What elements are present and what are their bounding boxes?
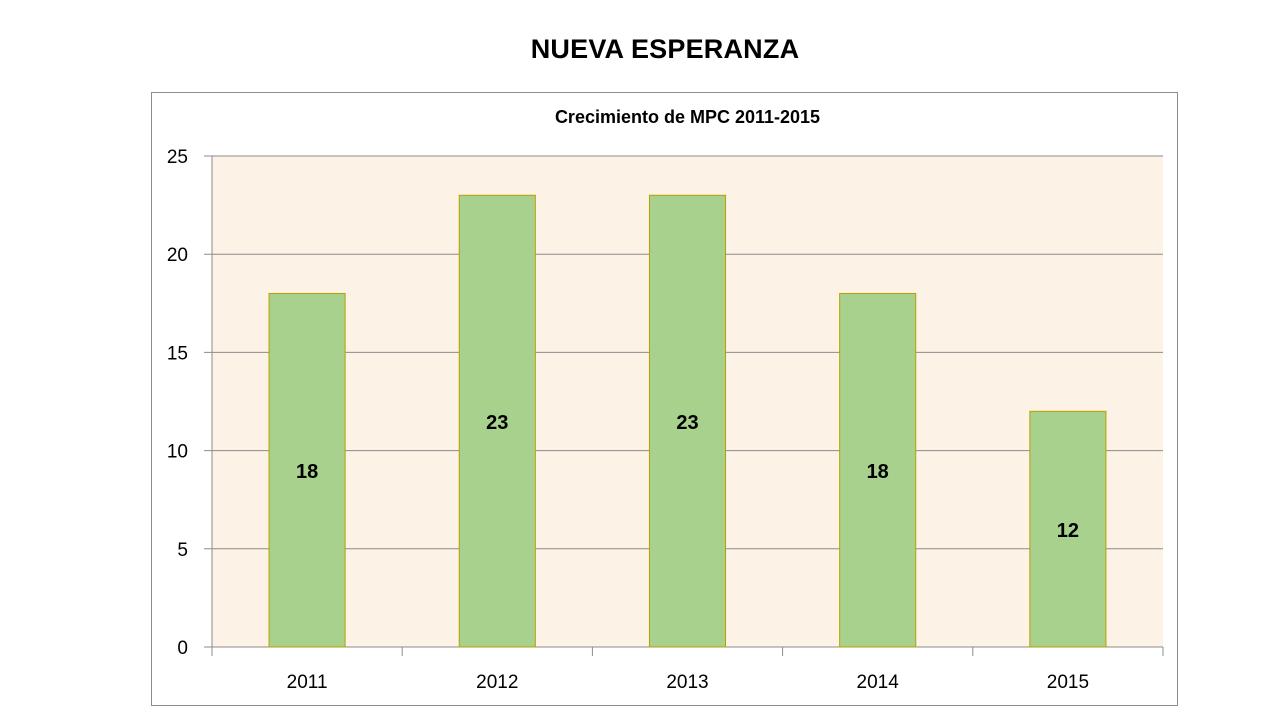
bar-2013 bbox=[648, 194, 727, 648]
bar-2015 bbox=[1029, 410, 1107, 648]
data-label: 23 bbox=[486, 412, 508, 434]
data-label: 23 bbox=[676, 412, 698, 434]
bar-2012 bbox=[458, 194, 536, 648]
data-label: 18 bbox=[867, 461, 889, 483]
data-label: 12 bbox=[1057, 520, 1079, 542]
x-tick-label: 2011 bbox=[287, 672, 328, 693]
data-label: 18 bbox=[296, 461, 318, 483]
y-tick-label: 0 bbox=[177, 638, 188, 659]
x-tick-label: 2014 bbox=[857, 672, 900, 693]
bar-2011 bbox=[268, 292, 346, 648]
y-tick-label: 25 bbox=[167, 147, 188, 168]
x-tick-label: 2013 bbox=[666, 672, 708, 693]
y-tick-label: 15 bbox=[167, 343, 188, 364]
x-tick-label: 2012 bbox=[476, 672, 518, 693]
bar-2014 bbox=[839, 292, 917, 648]
slide-title: NUEVA ESPERANZA bbox=[530, 34, 800, 64]
y-tick-label: 5 bbox=[177, 540, 188, 561]
y-tick-label: 20 bbox=[167, 245, 188, 266]
x-tick-label: 2015 bbox=[1047, 672, 1089, 693]
y-tick-label: 10 bbox=[167, 442, 188, 463]
chart-title: Crecimiento de MPC 2011-2015 bbox=[555, 107, 820, 127]
